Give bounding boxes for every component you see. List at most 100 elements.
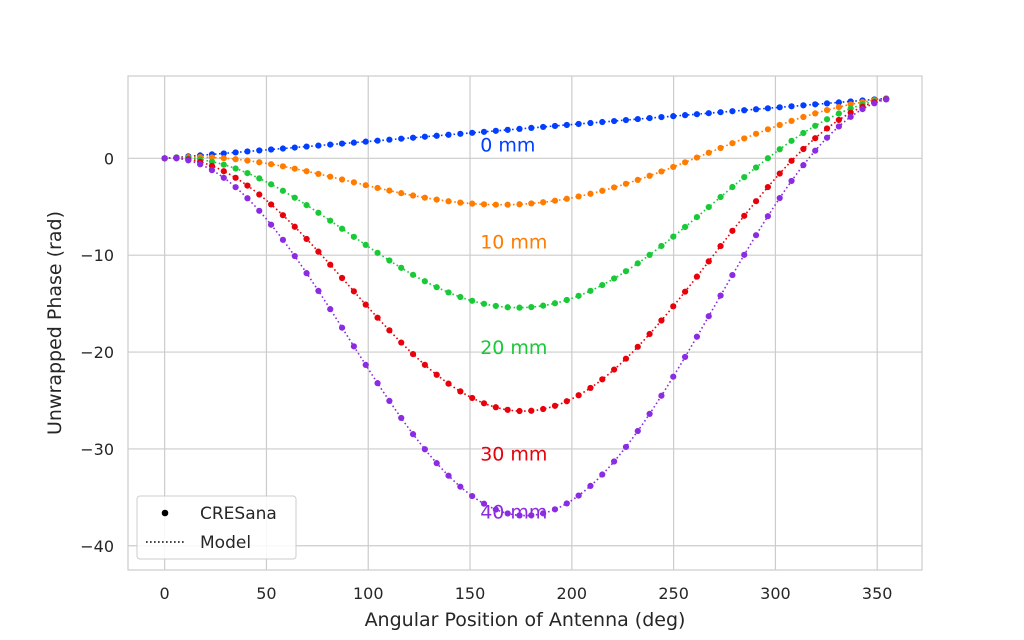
data-point xyxy=(268,161,275,168)
data-point xyxy=(315,287,322,294)
data-point xyxy=(291,165,298,172)
data-point xyxy=(859,106,866,113)
x-tick-label: 50 xyxy=(256,584,276,603)
data-point xyxy=(776,104,783,111)
data-point xyxy=(717,193,724,201)
data-point xyxy=(681,223,689,231)
data-point xyxy=(812,122,819,129)
data-point xyxy=(291,223,298,230)
data-point xyxy=(622,180,630,187)
x-tick-label: 350 xyxy=(862,584,893,603)
data-point xyxy=(800,102,807,109)
data-point xyxy=(279,145,287,152)
data-point xyxy=(421,278,428,285)
data-point xyxy=(540,123,547,131)
data-point xyxy=(693,154,701,161)
data-point xyxy=(492,302,499,310)
data-point xyxy=(409,134,417,141)
data-point xyxy=(599,281,606,289)
y-tick-labels: 0 −10 −20 −30 −40 xyxy=(80,149,114,555)
data-point xyxy=(185,157,192,164)
data-point xyxy=(256,147,263,154)
data-point xyxy=(563,121,570,129)
data-point xyxy=(575,392,582,399)
data-point xyxy=(350,288,357,295)
data-point xyxy=(374,137,381,144)
data-point xyxy=(469,129,476,136)
data-point xyxy=(220,168,227,175)
data-point xyxy=(492,506,499,513)
data-point xyxy=(776,121,783,129)
series-annotation: 30 mm xyxy=(480,444,547,466)
data-point xyxy=(883,96,890,103)
data-point xyxy=(670,373,677,380)
data-point xyxy=(386,257,393,264)
data-point xyxy=(800,113,807,121)
data-point xyxy=(256,207,263,214)
data-point xyxy=(847,113,854,120)
data-point xyxy=(516,407,523,415)
data-point xyxy=(362,301,369,308)
data-point xyxy=(268,201,275,208)
data-point xyxy=(835,116,842,124)
x-tick-label: 100 xyxy=(353,584,384,603)
data-point xyxy=(575,120,582,128)
data-point xyxy=(315,209,322,216)
data-point xyxy=(268,181,275,188)
data-point xyxy=(398,339,405,346)
data-point xyxy=(563,500,570,507)
data-point xyxy=(658,168,665,175)
data-point xyxy=(256,159,263,166)
data-point xyxy=(788,157,795,164)
data-point xyxy=(220,174,227,181)
data-point xyxy=(788,117,795,124)
data-point xyxy=(646,251,653,259)
data-point xyxy=(220,150,227,157)
data-point xyxy=(764,213,771,220)
data-point xyxy=(457,130,464,137)
data-point xyxy=(516,304,523,311)
data-point xyxy=(220,155,227,162)
data-point xyxy=(303,235,310,243)
data-point xyxy=(528,124,535,132)
data-point xyxy=(611,366,618,373)
data-point xyxy=(752,198,760,205)
data-point xyxy=(622,116,630,124)
data-point xyxy=(398,190,405,197)
data-point xyxy=(646,115,653,122)
data-point xyxy=(812,101,819,108)
series-annotation: 20 mm xyxy=(480,337,547,359)
x-axis-title: Angular Position of Antenna (deg) xyxy=(365,609,686,631)
legend: CRESana Model xyxy=(136,495,297,560)
data-point xyxy=(776,194,783,202)
legend-label-model: Model xyxy=(200,533,251,553)
data-point xyxy=(457,388,464,395)
data-point xyxy=(705,313,712,320)
data-point xyxy=(469,492,476,500)
data-point xyxy=(587,119,594,127)
data-point xyxy=(516,201,523,208)
data-point xyxy=(504,126,511,133)
data-point xyxy=(350,139,357,146)
data-point xyxy=(445,472,452,479)
data-point xyxy=(398,264,405,271)
legend-box xyxy=(136,495,297,560)
data-point xyxy=(823,106,831,114)
data-point xyxy=(457,293,464,301)
data-point xyxy=(303,143,310,150)
data-point xyxy=(386,187,393,194)
data-point xyxy=(528,512,535,519)
data-point xyxy=(634,427,641,435)
data-point xyxy=(350,233,357,240)
data-point xyxy=(599,187,606,194)
data-point xyxy=(705,258,712,265)
data-point xyxy=(622,268,630,275)
data-point xyxy=(563,195,570,202)
data-point xyxy=(540,510,547,517)
data-point xyxy=(480,500,488,507)
data-point xyxy=(646,330,653,338)
data-point xyxy=(386,136,393,143)
data-point xyxy=(540,302,547,309)
data-point xyxy=(173,155,180,162)
data-point xyxy=(327,261,334,268)
